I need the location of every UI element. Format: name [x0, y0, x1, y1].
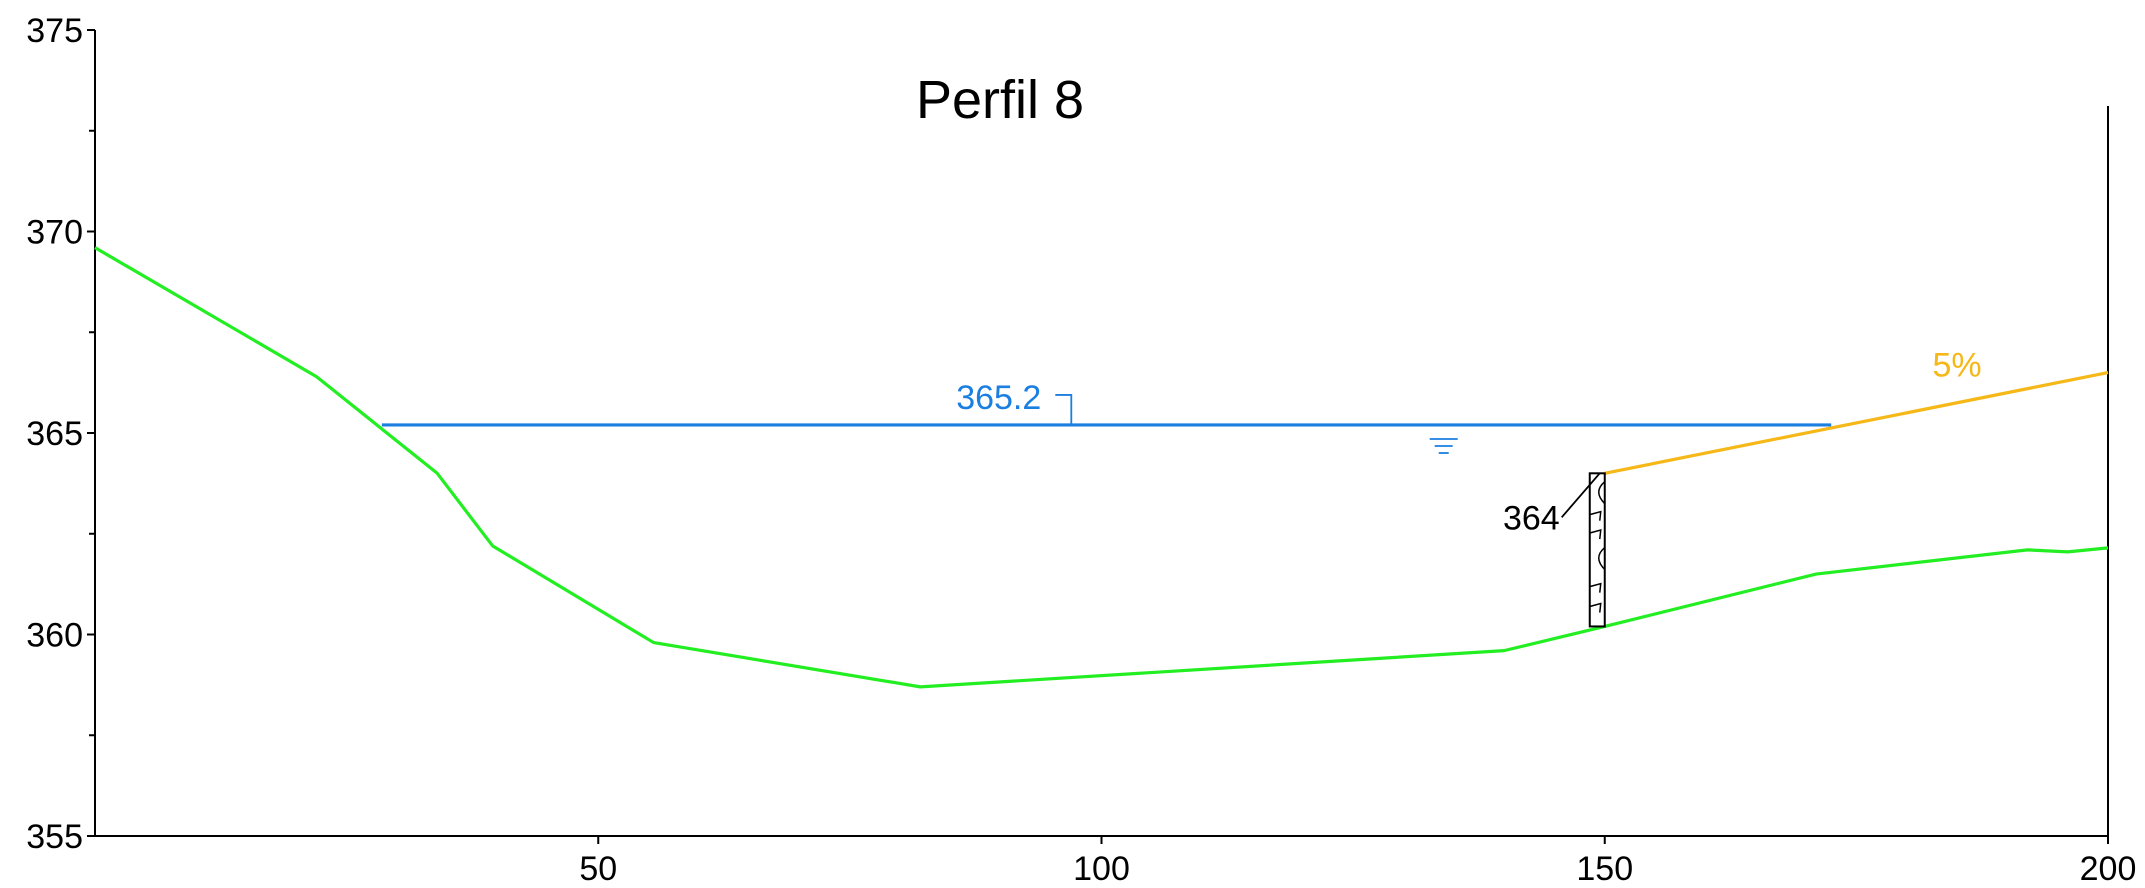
x-tick-label-1: 100 [1073, 850, 1130, 888]
terrain-line [94, 246, 2109, 689]
wall-hatch-5 [1589, 602, 1602, 613]
wall-hatch-3 [1598, 546, 1606, 571]
wall-top-leader [1561, 472, 1601, 518]
y-tick-label-4: 375 [26, 12, 83, 50]
y-tick-label-0: 355 [26, 818, 83, 856]
water-surface-symbol [1429, 438, 1458, 454]
y-tick-label-2: 365 [26, 415, 83, 453]
x-tick-label-2: 150 [1576, 850, 1633, 888]
slope-line [1604, 370, 2109, 475]
series-layer [94, 246, 2109, 689]
x-tick-label-3: 200 [2080, 850, 2137, 888]
x-tick-label-0: 50 [579, 850, 617, 888]
annotations: 364 365.2 5% [956, 347, 1982, 628]
wall-hatch-4 [1589, 582, 1602, 593]
y-tick-label-3: 370 [26, 214, 83, 252]
water-level-label: 365.2 [956, 379, 1041, 417]
ticks: 355 360 365 370 375 50 100 150 200 [26, 12, 2136, 888]
slope-label: 5% [1932, 347, 1981, 385]
wall-hatch-0 [1598, 481, 1606, 505]
retaining-wall [1588, 472, 1606, 628]
y-tick-label-1: 360 [26, 617, 83, 655]
water-level-bracket [1055, 394, 1073, 425]
wall-hatch-2 [1589, 529, 1602, 540]
wall-top-label: 364 [1503, 499, 1560, 537]
wall-hatch-1 [1589, 510, 1602, 521]
chart-title: Perfil 8 [916, 70, 1084, 130]
